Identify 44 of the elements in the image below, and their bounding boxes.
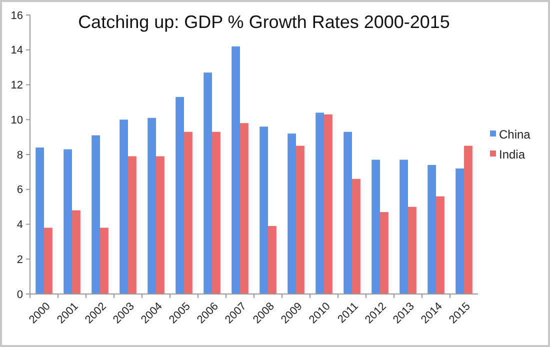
bar [176,96,184,294]
bar [232,46,240,294]
y-tick-label: 14 [10,44,23,57]
chart-title: Catching up: GDP % Growth Rates 2000-2015 [78,12,450,32]
legend-label: China [499,128,531,142]
bar [344,132,352,294]
bar [64,149,72,294]
y-tick-label: 16 [10,10,23,22]
bar [464,146,472,294]
y-tick-label: 4 [16,219,23,232]
y-tick-label: 6 [16,184,23,196]
bar [380,212,388,294]
bar [316,112,324,294]
bar [456,168,464,294]
bar [92,135,100,294]
y-tick-label: 12 [10,80,23,92]
bar [100,228,108,294]
bar [372,160,380,294]
bar [156,156,164,294]
bar [212,132,220,294]
bar [184,132,192,294]
bar [204,72,212,294]
bar [72,210,80,294]
bar [120,120,128,294]
bar [128,156,136,294]
y-tick-label: 0 [16,288,23,301]
legend-label: India [499,148,526,162]
bar [352,178,360,294]
bar [408,206,416,294]
bar [148,118,156,294]
y-tick-label: 10 [10,114,23,126]
bar [324,114,332,294]
bar [436,196,444,294]
y-tick-label: 2 [16,254,23,266]
y-tick-label: 8 [16,149,23,162]
bar [36,148,44,294]
bar [44,228,52,294]
bar [288,134,296,294]
bar [296,146,304,294]
bar [240,123,248,294]
bar [268,226,276,294]
bar [260,126,268,294]
bar [428,164,436,294]
bar [400,160,408,294]
